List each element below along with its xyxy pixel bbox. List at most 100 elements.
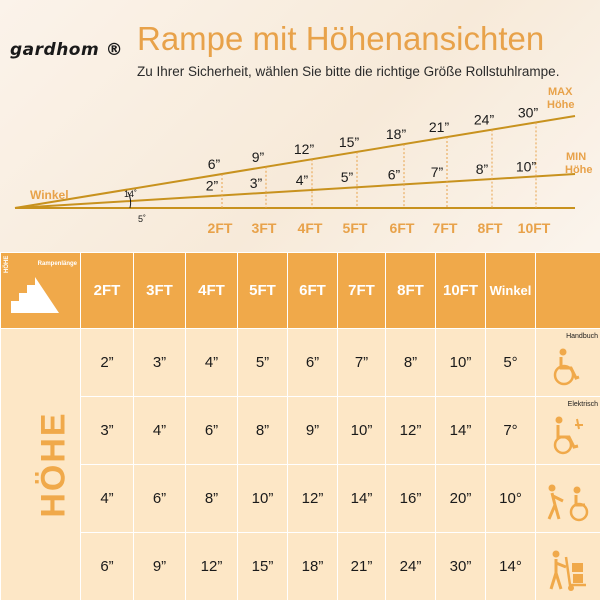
table-cell: 15” <box>237 532 288 600</box>
col-header-icon <box>535 252 600 329</box>
min-height-label: 10” <box>516 158 537 174</box>
row-icon-cell <box>535 464 600 533</box>
table-cell: 3” <box>80 396 134 465</box>
table-cell: 5” <box>237 328 288 397</box>
min-label-2: Höhe <box>565 164 593 176</box>
table-cell: 14” <box>435 396 486 465</box>
min-height-label: 8” <box>476 161 489 177</box>
table-row: 4” 6” 8” 10” 12” 14” 16” 20” 10° <box>1 464 600 533</box>
table-cell: 6” <box>80 532 134 600</box>
table-cell: 10° <box>485 464 536 533</box>
height-side-label-cell: HÖHE <box>0 328 81 600</box>
row-icon-cell: Handbuch <box>535 328 600 397</box>
table-cell: 7” <box>337 328 386 397</box>
max-label-1: MAX <box>548 86 573 98</box>
max-label-2: Höhe <box>547 99 575 111</box>
table-cell: 7° <box>485 396 536 465</box>
min-height-label: 6” <box>388 166 401 182</box>
table-cell: 6” <box>287 328 338 397</box>
table-cell: 9” <box>133 532 186 600</box>
winkel-label: Winkel <box>30 188 69 202</box>
ramp-length-label: 3FT <box>252 220 277 236</box>
table-cell: 6” <box>133 464 186 533</box>
col-header: 2FT <box>80 252 134 329</box>
manual-wheelchair-icon <box>536 348 600 386</box>
ramp-length-label: 6FT <box>390 220 415 236</box>
table-cell: 4” <box>185 328 238 397</box>
max-height-label: 21” <box>429 119 450 135</box>
min-height-label: 5” <box>341 169 354 185</box>
col-header: 8FT <box>385 252 436 329</box>
table-cell: 24” <box>385 532 436 600</box>
col-header: 6FT <box>287 252 338 329</box>
header: gardhom ® Rampe mit Höhenansichten Zu Ih… <box>0 0 600 250</box>
assisted-wheelchair-icon <box>536 483 600 523</box>
brand-logo: gardhom ® <box>10 40 124 60</box>
table-cell: 14” <box>337 464 386 533</box>
min-height-label: 3” <box>250 175 263 191</box>
col-header: 7FT <box>337 252 386 329</box>
table-cell: 12” <box>385 396 436 465</box>
height-side-label: HÖHE <box>34 411 73 518</box>
table-cell: 8” <box>185 464 238 533</box>
table-cell: 2” <box>80 328 134 397</box>
table-cell: 8” <box>237 396 288 465</box>
electric-wheelchair-icon <box>536 415 600 455</box>
max-height-label: 30” <box>518 104 539 120</box>
angle-max-label: 14˚ <box>124 189 137 199</box>
table-cell: 3” <box>133 328 186 397</box>
ramp-length-label: 4FT <box>298 220 323 236</box>
ramp-length-label: 10FT <box>518 220 551 236</box>
ramp-max-line <box>14 115 576 209</box>
max-height-label: 6” <box>208 156 221 172</box>
angle-arc <box>127 191 132 209</box>
table-cell: 12” <box>287 464 338 533</box>
hand-truck-icon <box>536 549 600 593</box>
table-row: 6” 9” 12” 15” 18” 21” 24” 30” 14° <box>1 532 600 600</box>
table-cell: 10” <box>435 328 486 397</box>
corner-length-label: Rampenlänge <box>37 261 77 267</box>
min-height-label: 7” <box>431 164 444 180</box>
min-label-1: MIN <box>566 151 586 163</box>
table-corner: Rampenlänge HÖHE <box>0 252 81 329</box>
ramp-length-label: 2FT <box>208 220 233 236</box>
table-cell: 21” <box>337 532 386 600</box>
ramp-size-table: Rampenlänge HÖHE 2FT 3FT 4FT 5FT 6FT 7FT… <box>0 252 600 600</box>
max-height-label: 24” <box>474 112 495 128</box>
ramp-length-label: 7FT <box>433 220 458 236</box>
col-header: 3FT <box>133 252 186 329</box>
table-row: HÖHE 2” 3” 4” 5” 6” 7” 8” 10” 5° Handbuch <box>0 328 600 600</box>
table-cell: 4” <box>80 464 134 533</box>
ramp-length-label: 5FT <box>343 220 368 236</box>
col-header: 10FT <box>435 252 486 329</box>
table-header-row: Rampenlänge HÖHE 2FT 3FT 4FT 5FT 6FT 7FT… <box>0 252 600 329</box>
page-title: Rampe mit Höhenansichten <box>137 20 545 57</box>
col-header: 5FT <box>237 252 288 329</box>
table-cell: 9” <box>287 396 338 465</box>
table-cell: 10” <box>237 464 288 533</box>
max-height-label: 12” <box>294 141 315 157</box>
angle-min-label: 5˚ <box>138 214 146 224</box>
min-height-label: 2” <box>206 177 219 193</box>
table-cell: 20” <box>435 464 486 533</box>
page-subtitle: Zu Ihrer Sicherheit, wählen Sie bitte di… <box>137 64 560 79</box>
ramp-length-label: 8FT <box>478 220 503 236</box>
ramp-table: Rampenlänge HÖHE 2FT 3FT 4FT 5FT 6FT 7FT… <box>0 252 600 600</box>
col-header-winkel: Winkel <box>485 252 536 329</box>
table-cell: 30” <box>435 532 486 600</box>
table-cell: 8” <box>385 328 436 397</box>
table-row: 3” 4” 6” 8” 9” 10” 12” 14” 7° Elektrisch <box>1 396 600 465</box>
row-icon-cell <box>535 532 600 600</box>
stairs-icon <box>11 277 59 313</box>
table-cell: 16” <box>385 464 436 533</box>
max-height-label: 15” <box>339 134 360 150</box>
table-cell: 12” <box>185 532 238 600</box>
ramp-diagram-svg: 6” 2” 2FT 9” 3” 3FT 12” 4” 4FT 15” 5” 5FT 18” 6” 6FT 21… <box>14 86 593 236</box>
row-icon-cell: Elektrisch <box>535 396 600 465</box>
row-icon-label: Elektrisch <box>567 401 598 408</box>
min-height-label: 4” <box>296 172 309 188</box>
ramp-min-line <box>14 173 576 209</box>
col-header: 4FT <box>185 252 238 329</box>
table-cell: 18” <box>287 532 338 600</box>
row-icon-label: Handbuch <box>566 333 598 340</box>
